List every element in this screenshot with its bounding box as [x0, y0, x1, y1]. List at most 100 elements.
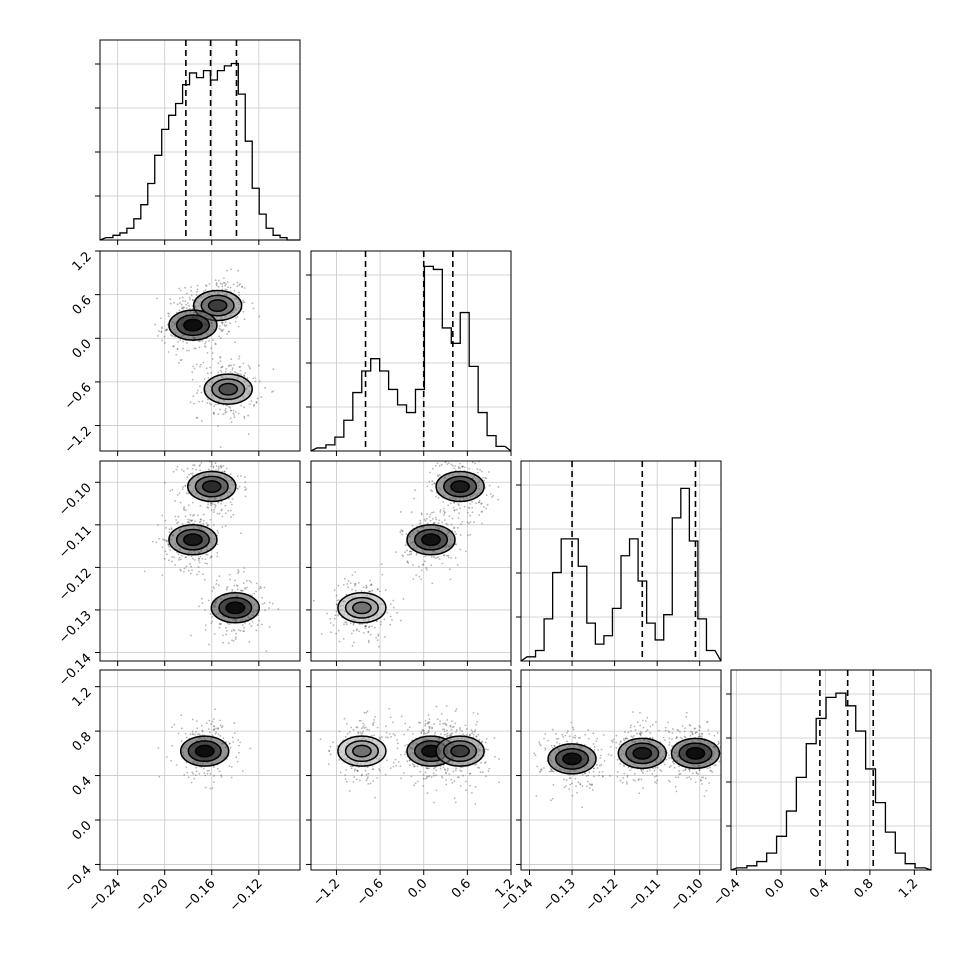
panel-frame	[520, 460, 722, 662]
sample-point	[449, 733, 452, 736]
sample-point	[180, 307, 183, 310]
sample-point	[364, 624, 367, 627]
sample-point	[215, 465, 218, 467]
sample-point	[641, 787, 644, 790]
sample-point	[593, 767, 595, 770]
sample-point	[665, 758, 668, 761]
sample-point	[539, 744, 542, 747]
sample-point	[450, 728, 453, 731]
sample-point	[445, 772, 448, 775]
sample-point	[165, 540, 168, 543]
sample-point	[224, 370, 227, 373]
sample-point	[683, 730, 686, 733]
sample-point	[453, 501, 456, 504]
sample-point	[218, 622, 221, 625]
sample-point	[607, 753, 610, 756]
sample-point	[433, 734, 436, 736]
sample-point	[698, 729, 701, 732]
sample-point	[227, 286, 229, 289]
sample-point	[167, 351, 170, 353]
sample-point	[441, 728, 444, 731]
sample-point	[404, 722, 407, 725]
sample-point	[259, 585, 262, 588]
sample-point	[403, 733, 405, 736]
sample-point	[406, 549, 408, 552]
sample-point	[202, 290, 205, 293]
sample-point	[216, 555, 219, 558]
sample-point	[237, 569, 240, 572]
sample-point	[243, 374, 245, 377]
sample-point	[333, 617, 336, 620]
sample-point	[446, 463, 449, 466]
sample-point	[458, 512, 460, 515]
sample-point	[691, 733, 694, 735]
sample-point	[179, 302, 181, 304]
sample-point	[408, 550, 411, 553]
sample-point	[255, 582, 258, 585]
sample-point	[384, 589, 387, 591]
sample-point	[592, 743, 595, 745]
sample-point	[639, 733, 642, 736]
sample-point	[206, 770, 209, 772]
sample-point	[193, 455, 195, 457]
sample-point	[414, 782, 417, 785]
sample-point	[579, 736, 581, 739]
sample-point	[454, 465, 457, 467]
sample-point	[168, 528, 171, 531]
sample-point	[176, 348, 179, 351]
sample-point	[464, 724, 467, 727]
sample-point	[220, 726, 223, 729]
sample-point	[442, 500, 445, 503]
sample-point	[207, 599, 210, 602]
sample-point	[363, 625, 366, 628]
sample-point	[421, 728, 424, 731]
sample-point	[328, 750, 331, 753]
sample-point	[201, 400, 204, 403]
sample-point	[199, 365, 201, 368]
sample-point	[667, 754, 670, 757]
sample-point	[675, 737, 677, 740]
sample-point	[221, 515, 224, 518]
sample-point	[248, 579, 251, 582]
sample-point	[396, 738, 399, 741]
sample-point	[161, 339, 163, 342]
sample-point	[167, 315, 170, 318]
sample-point	[170, 560, 173, 563]
sample-point	[684, 727, 686, 730]
sample-point	[204, 562, 207, 565]
sample-point	[260, 587, 262, 589]
sample-point	[263, 586, 266, 589]
sample-point	[358, 779, 361, 782]
sample-point	[188, 296, 191, 299]
sample-point	[194, 347, 197, 350]
sample-point	[706, 767, 709, 770]
sample-point	[237, 570, 240, 573]
sample-point	[456, 563, 459, 566]
sample-point	[207, 524, 209, 526]
sample-point	[480, 503, 483, 505]
sample-point	[480, 511, 483, 513]
sample-point	[178, 556, 181, 559]
sample-point	[175, 764, 178, 767]
sample-point	[344, 621, 346, 624]
sample-point	[367, 641, 370, 644]
sample-point	[438, 558, 441, 560]
sample-point	[218, 335, 220, 338]
sample-point	[424, 732, 427, 735]
sample-point	[478, 766, 481, 769]
sample-point	[450, 556, 453, 559]
sample-point	[401, 529, 404, 532]
sample-point	[425, 567, 428, 569]
sample-point	[238, 284, 241, 286]
sample-point	[449, 725, 452, 728]
sample-point	[360, 590, 363, 593]
sample-point	[166, 323, 169, 326]
sample-point	[191, 519, 194, 522]
sample-point	[200, 724, 203, 727]
sample-point	[236, 281, 239, 284]
sample-point	[248, 640, 251, 643]
sample-point	[371, 768, 374, 771]
sample-point	[204, 628, 207, 631]
sample-point	[384, 636, 386, 638]
y-tick-label: 0.8	[70, 729, 95, 754]
